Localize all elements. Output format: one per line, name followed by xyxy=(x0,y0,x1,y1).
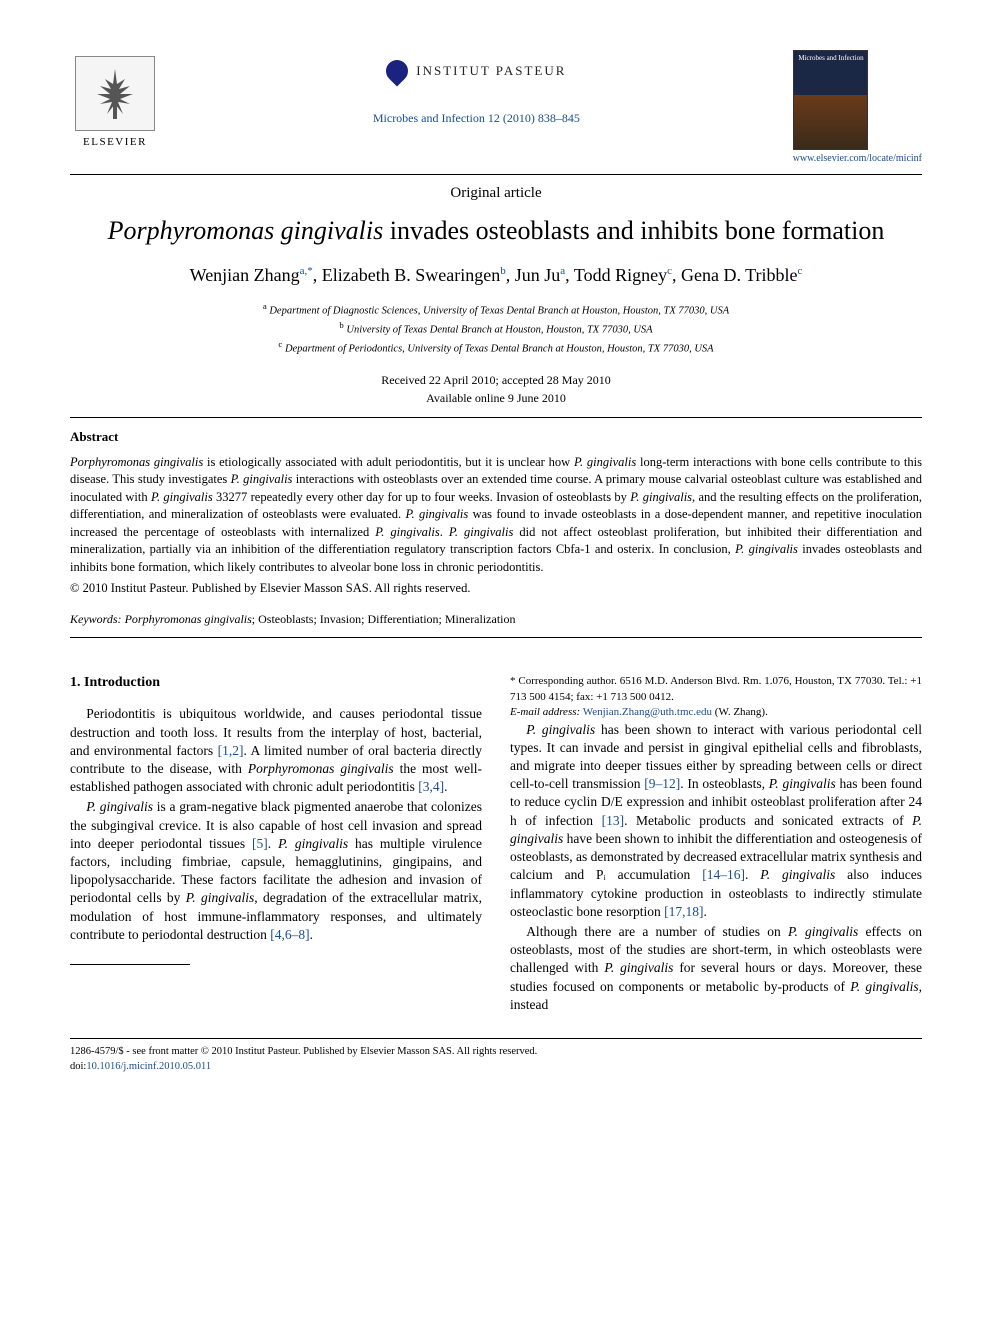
center-header: INSTITUT PASTEUR Microbes and Infection … xyxy=(160,50,793,126)
pasteur-name: INSTITUT PASTEUR xyxy=(416,62,566,80)
article-dates: Received 22 April 2010; accepted 28 May … xyxy=(70,371,922,407)
author: Elizabeth B. Swearingenb xyxy=(322,265,506,285)
email-link[interactable]: Wenjian.Zhang@uth.tmc.edu xyxy=(583,706,712,718)
email-label: E-mail address: xyxy=(510,706,580,718)
journal-cover-thumbnail: Microbes and Infection xyxy=(793,50,868,150)
affiliation: c Department of Periodontics, University… xyxy=(70,338,922,357)
cover-title: Microbes and Infection xyxy=(798,54,863,63)
corresponding-author-footnote: * Corresponding author. 6516 M.D. Anders… xyxy=(510,674,922,720)
affiliation: a Department of Diagnostic Sciences, Uni… xyxy=(70,300,922,319)
paragraph: P. gingivalis is a gram-negative black p… xyxy=(70,798,482,944)
body-columns: 1. Introduction Periodontitis is ubiquit… xyxy=(70,674,922,1014)
author: Jun Jua xyxy=(515,265,565,285)
cover-column: Microbes and Infection www.elsevier.com/… xyxy=(793,50,922,166)
footer-copyright: 1286-4579/$ - see front matter © 2010 In… xyxy=(70,1045,922,1060)
title-rest: invades osteoblasts and inhibits bone fo… xyxy=(383,216,884,245)
author: Gena D. Tribblec xyxy=(681,265,802,285)
header-row: ELSEVIER INSTITUT PASTEUR Microbes and I… xyxy=(70,50,922,166)
journal-reference: Microbes and Infection 12 (2010) 838–845 xyxy=(160,110,793,126)
article-type: Original article xyxy=(70,183,922,203)
section-heading: 1. Introduction xyxy=(70,674,482,693)
received-accepted: Received 22 April 2010; accepted 28 May … xyxy=(70,371,922,389)
elsevier-logo: ELSEVIER xyxy=(70,50,160,150)
pasteur-icon xyxy=(382,55,413,86)
authors-line: Wenjian Zhanga,*, Elizabeth B. Swearinge… xyxy=(70,263,922,287)
paragraph: P. gingivalis has been shown to interact… xyxy=(510,721,922,921)
doi-link[interactable]: 10.1016/j.micinf.2010.05.011 xyxy=(86,1061,211,1072)
keywords-line: Keywords: Porphyromonas gingivalis; Oste… xyxy=(70,611,922,627)
author: Todd Rigneyc xyxy=(574,265,672,285)
rule-top xyxy=(70,174,922,175)
doi-label: doi: xyxy=(70,1061,86,1072)
paragraph: Although there are a number of studies o… xyxy=(510,923,922,1014)
elsevier-tree-icon xyxy=(75,56,155,131)
abstract-copyright: © 2010 Institut Pasteur. Published by El… xyxy=(70,580,922,597)
affiliation: b University of Texas Dental Branch at H… xyxy=(70,319,922,338)
keywords-label: Keywords: xyxy=(70,612,122,626)
paragraph: Periodontitis is ubiquitous worldwide, a… xyxy=(70,705,482,796)
footer-separator xyxy=(70,1038,922,1039)
journal-url[interactable]: www.elsevier.com/locate/micinf xyxy=(793,152,922,166)
abstract-label: Abstract xyxy=(70,428,922,446)
article-title: Porphyromonas gingivalis invades osteobl… xyxy=(70,215,922,248)
title-italic: Porphyromonas gingivalis xyxy=(108,216,384,245)
rule-abstract-top xyxy=(70,417,922,418)
footnote-separator xyxy=(70,964,190,965)
pasteur-logo: INSTITUT PASTEUR xyxy=(386,60,566,82)
keywords-content: Porphyromonas gingivalis; Osteoblasts; I… xyxy=(125,612,516,626)
rule-abstract-bottom xyxy=(70,637,922,638)
footer: 1286-4579/$ - see front matter © 2010 In… xyxy=(70,1045,922,1074)
abstract-text: Porphyromonas gingivalis is etiologicall… xyxy=(70,454,922,577)
available-online: Available online 9 June 2010 xyxy=(70,389,922,407)
author: Wenjian Zhanga,* xyxy=(190,265,313,285)
elsevier-name: ELSEVIER xyxy=(83,135,147,150)
affiliations: a Department of Diagnostic Sciences, Uni… xyxy=(70,300,922,358)
